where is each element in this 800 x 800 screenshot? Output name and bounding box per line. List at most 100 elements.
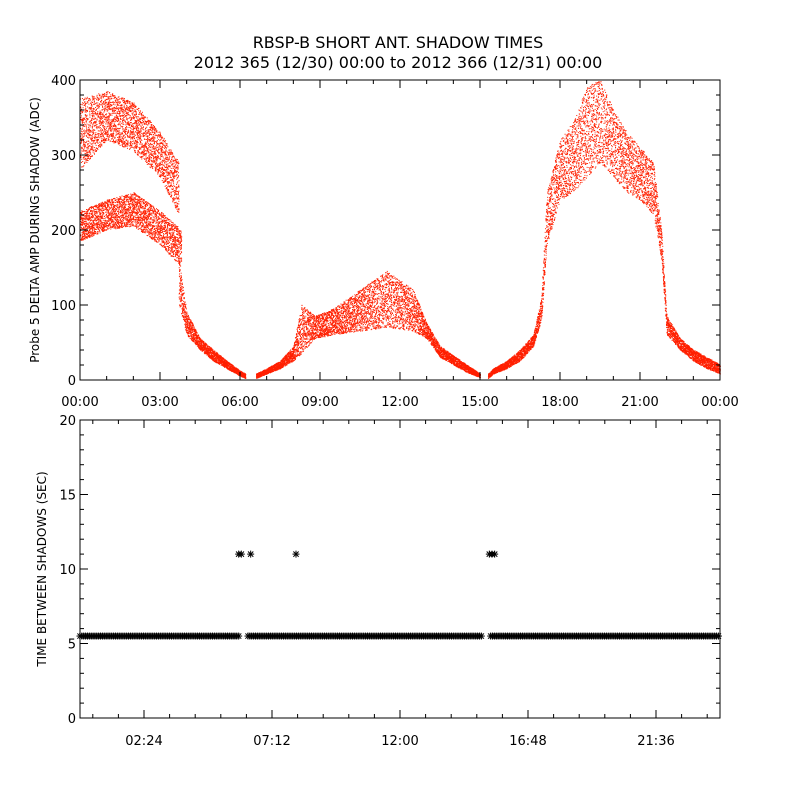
top-panel-data-point <box>108 135 110 137</box>
top-panel-data-point <box>85 155 87 157</box>
top-panel-data-point <box>107 130 109 132</box>
top-panel-data-point <box>164 179 166 181</box>
top-panel-data-point <box>104 204 106 206</box>
top-panel-data-point <box>99 211 101 213</box>
top-panel-data-point <box>117 219 119 221</box>
top-panel-data-point <box>144 145 146 147</box>
top-panel-data-point <box>138 219 140 221</box>
top-panel-data-point <box>94 233 96 235</box>
top-panel-data-point <box>123 207 125 209</box>
top-panel-data-point <box>100 134 102 136</box>
top-panel-data-point <box>149 233 151 235</box>
top-panel-data-point <box>127 123 129 125</box>
top-panel-data-point <box>150 206 152 208</box>
top-panel-data-point <box>141 214 143 216</box>
top-panel-data-point <box>97 105 99 107</box>
top-panel-data-point <box>93 122 95 124</box>
top-panel-data-point <box>173 172 175 174</box>
top-panel-data-point <box>116 217 118 219</box>
top-panel-data-point <box>110 94 112 96</box>
top-panel-data-point <box>148 147 150 149</box>
top-panel-data-point <box>103 226 105 228</box>
top-panel-data-point <box>177 198 179 200</box>
top-panel-data-point <box>97 133 99 135</box>
top-panel-data-point <box>139 118 141 120</box>
top-panel-data-point <box>157 166 159 168</box>
top-panel-data-point <box>118 201 120 203</box>
top-panel-data-point <box>168 165 170 167</box>
top-panel-data-point <box>120 140 122 142</box>
top-panel-data-point <box>170 172 172 174</box>
top-panel-data-point <box>135 106 137 108</box>
top-panel-data-point <box>120 125 122 127</box>
top-panel-data-point <box>118 104 120 106</box>
top-panel-data-point <box>83 144 85 146</box>
top-panel-data-point <box>87 209 89 211</box>
top-panel-data-point <box>145 150 147 152</box>
top-panel-data-point <box>168 193 170 195</box>
top-panel-data-point <box>124 208 126 210</box>
top-panel-data-point <box>132 210 134 212</box>
top-panel-data-point <box>165 161 167 163</box>
top-panel-data-point <box>92 111 94 113</box>
top-panel-data-point <box>96 96 98 98</box>
top-panel-data-point <box>144 228 146 230</box>
top-panel-data-point <box>121 142 123 144</box>
top-panel-data-point <box>158 148 160 150</box>
top-panel-data-point <box>94 121 96 123</box>
top-panel-data-point <box>97 104 99 106</box>
top-panel-data-point <box>155 127 157 129</box>
top-panel-data-point <box>103 115 105 117</box>
top-panel-data-point <box>80 107 82 109</box>
top-panel-data-point <box>87 224 89 226</box>
top-panel-data-point <box>109 134 111 136</box>
top-panel-data-point <box>111 200 113 202</box>
top-panel-data-point <box>88 219 90 221</box>
top-panel-data-point <box>150 129 152 131</box>
top-panel-data-point <box>158 169 160 171</box>
top-panel-data-point <box>90 108 92 110</box>
top-panel-data-point <box>95 223 97 225</box>
top-panel-data-point <box>95 110 97 112</box>
top-panel-data-point <box>105 116 107 118</box>
top-panel-data-point <box>111 215 113 217</box>
top-panel-data-point <box>94 218 96 220</box>
top-panel-data-point <box>89 129 91 131</box>
chart-title-line1: RBSP-B SHORT ANT. SHADOW TIMES <box>253 33 544 52</box>
top-panel-data-point <box>137 220 139 222</box>
top-panel-data-point <box>98 215 100 217</box>
top-panel-data-point <box>173 182 175 184</box>
top-panel-data-point <box>95 205 97 207</box>
top-panel-data-point <box>167 185 169 187</box>
top-panel-data-point <box>109 92 111 94</box>
top-panel-data-point <box>125 197 127 199</box>
top-panel-data-point <box>138 224 140 226</box>
top-panel-data-point <box>89 207 91 209</box>
top-panel-data-point <box>138 222 140 224</box>
top-panel-data-point <box>148 209 150 211</box>
top-panel-data-point <box>149 224 151 226</box>
top-panel-data-point <box>149 163 151 165</box>
top-panel-data-point <box>114 95 116 97</box>
top-panel-data-point <box>99 144 101 146</box>
top-panel-data-point <box>143 226 145 228</box>
top-panel-data-point <box>99 141 101 143</box>
top-panel-data-point <box>136 226 138 228</box>
top-panel-data-point <box>82 137 84 139</box>
top-panel-data-point <box>123 197 125 199</box>
top-panel-data-point <box>153 135 155 137</box>
top-panel-data-point <box>159 158 161 160</box>
top-panel-data-point <box>143 151 145 153</box>
top-panel-data-point <box>132 131 134 133</box>
top-panel-data-point <box>178 203 180 205</box>
top-panel-data-point <box>112 225 114 227</box>
top-panel-data-point <box>84 225 86 227</box>
top-panel-data-point <box>170 150 172 152</box>
top-panel-data-point <box>148 220 150 222</box>
top-panel-data-point <box>115 209 117 211</box>
top-panel-data-point <box>176 163 178 165</box>
top-panel-data-point <box>150 138 152 140</box>
top-panel-data-point <box>170 182 172 184</box>
top-panel-data-point <box>120 217 122 219</box>
top-panel-data-point <box>141 143 143 145</box>
